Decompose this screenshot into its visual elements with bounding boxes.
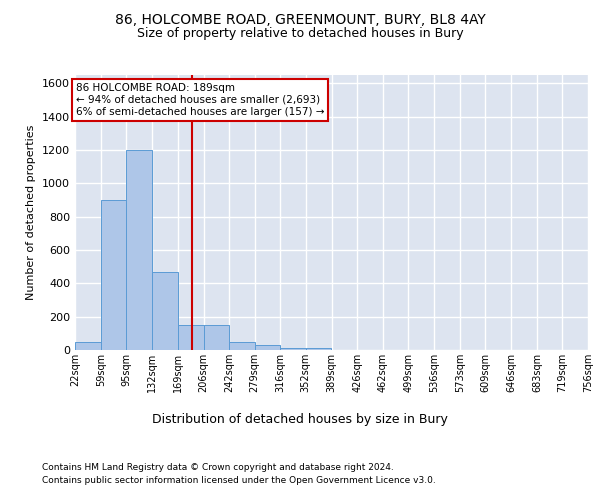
Text: Distribution of detached houses by size in Bury: Distribution of detached houses by size … [152, 412, 448, 426]
Text: 86, HOLCOMBE ROAD, GREENMOUNT, BURY, BL8 4AY: 86, HOLCOMBE ROAD, GREENMOUNT, BURY, BL8… [115, 12, 485, 26]
Bar [152, 272, 178, 350]
Bar [280, 348, 305, 350]
Text: 86 HOLCOMBE ROAD: 189sqm
← 94% of detached houses are smaller (2,693)
6% of semi: 86 HOLCOMBE ROAD: 189sqm ← 94% of detach… [76, 84, 324, 116]
Bar [254, 345, 280, 350]
Text: Contains public sector information licensed under the Open Government Licence v3: Contains public sector information licen… [42, 476, 436, 485]
Bar [75, 342, 101, 350]
Bar [305, 348, 331, 350]
Bar [203, 325, 229, 350]
Bar [126, 150, 152, 350]
Text: Contains HM Land Registry data © Crown copyright and database right 2024.: Contains HM Land Registry data © Crown c… [42, 462, 394, 471]
Bar [178, 325, 203, 350]
Bar [229, 342, 254, 350]
Bar [101, 200, 126, 350]
Y-axis label: Number of detached properties: Number of detached properties [26, 125, 37, 300]
Text: Size of property relative to detached houses in Bury: Size of property relative to detached ho… [137, 28, 463, 40]
